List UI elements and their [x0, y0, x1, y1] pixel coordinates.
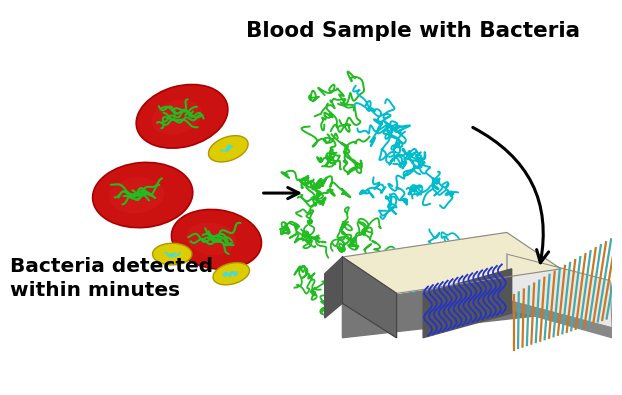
Polygon shape — [343, 269, 561, 338]
Ellipse shape — [187, 222, 236, 255]
FancyArrowPatch shape — [473, 128, 549, 263]
Polygon shape — [507, 300, 612, 338]
Ellipse shape — [172, 209, 261, 269]
Polygon shape — [507, 254, 612, 328]
Polygon shape — [325, 257, 343, 318]
Text: Bacteria detected
within minutes: Bacteria detected within minutes — [10, 257, 213, 300]
Ellipse shape — [213, 263, 249, 285]
Ellipse shape — [93, 162, 193, 228]
Text: Blood Sample with Bacteria: Blood Sample with Bacteria — [246, 21, 580, 41]
Ellipse shape — [109, 177, 164, 213]
Polygon shape — [343, 257, 397, 338]
Ellipse shape — [152, 243, 192, 265]
Polygon shape — [507, 254, 509, 308]
Ellipse shape — [208, 135, 248, 162]
Polygon shape — [423, 269, 512, 338]
Ellipse shape — [151, 100, 202, 135]
Ellipse shape — [136, 85, 228, 148]
Polygon shape — [343, 232, 561, 293]
